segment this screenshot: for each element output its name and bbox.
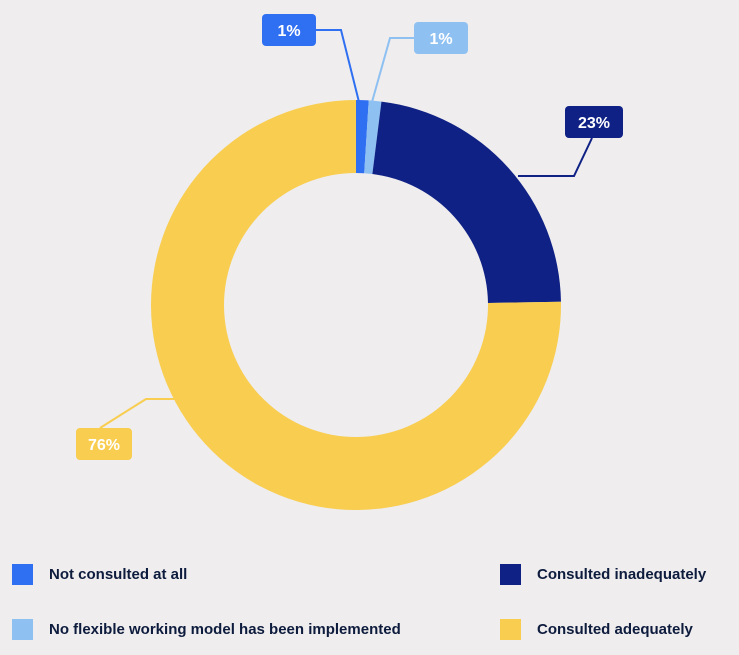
data-label-text: 1% [429,31,452,48]
legend-swatch [500,619,521,640]
legend-label: No flexible working model has been imple… [49,621,401,638]
legend-swatch [500,564,521,585]
leader-line [316,29,360,103]
donut-slice [356,100,369,174]
data-label-box [76,428,132,460]
data-label-box [414,22,468,54]
label-leader-lines [99,29,593,429]
legend-swatch [12,564,33,585]
data-labels: 1% 1% 23% 76% [76,14,623,460]
legend-item-not-consulted: Not consulted at all [12,564,187,585]
data-label: 1% [262,14,316,46]
data-label: 1% [414,22,468,54]
legend-item-consulted-inadequately: Consulted inadequately [500,564,706,585]
data-label-text: 1% [277,23,300,40]
data-label-box [565,106,623,138]
donut-slice [151,100,561,510]
data-label-box [262,14,316,46]
leader-line [99,398,176,429]
legend-swatch [12,619,33,640]
legend-label: Not consulted at all [49,566,188,583]
legend-item-no-flexible-model: No flexible working model has been imple… [12,619,401,640]
data-label-text: 23% [578,115,610,132]
donut-slice [372,101,561,303]
leader-line [518,137,593,177]
data-label: 23% [565,106,623,138]
data-label-text: 76% [88,437,120,454]
legend-label: Consulted adequately [537,621,693,638]
donut-slice [364,100,382,175]
data-label: 76% [76,428,132,460]
legend-label: Consulted inadequately [537,566,707,583]
leader-line [371,37,414,103]
legend-item-consulted-adequately: Consulted adequately [500,619,693,640]
donut-slices [151,100,561,510]
